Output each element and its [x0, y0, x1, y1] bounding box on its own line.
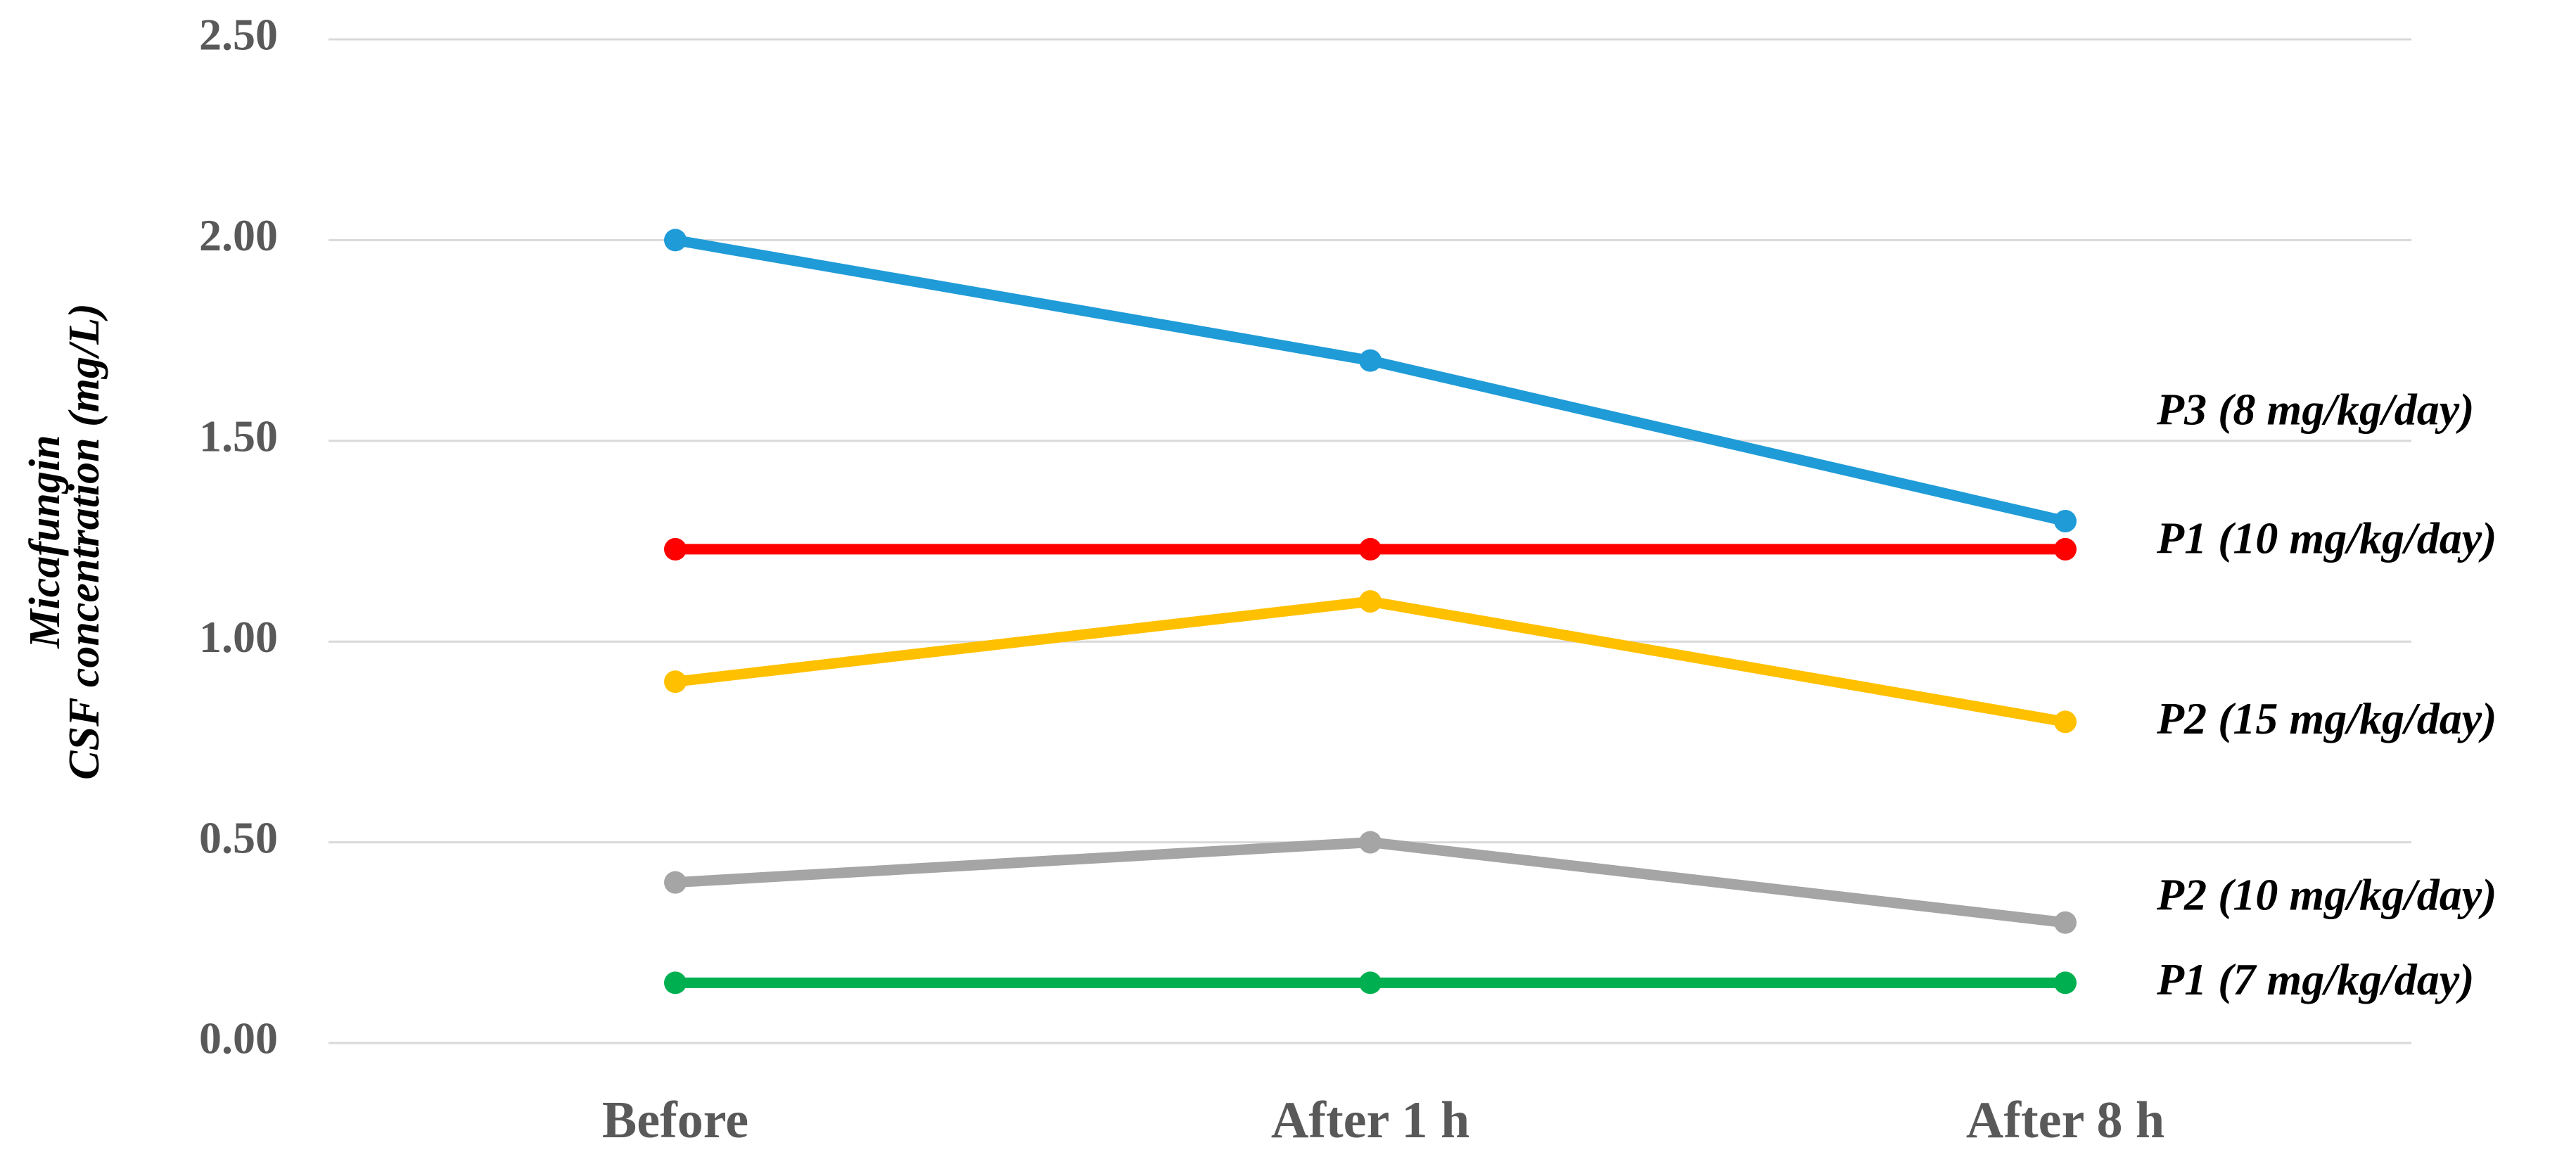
y-tick-label: 1.00 — [199, 612, 278, 662]
data-point — [664, 537, 687, 561]
series-label: P1 (7 mg/kg/day) — [2156, 954, 2474, 1004]
data-point — [2054, 971, 2077, 994]
data-point — [664, 971, 687, 994]
y-tick-label: 2.00 — [199, 210, 278, 260]
data-point — [664, 670, 687, 693]
y-tick-label: 0.50 — [199, 812, 278, 862]
data-point — [1359, 349, 1382, 372]
series-label: P2 (10 mg/kg/day) — [2156, 869, 2497, 919]
data-point — [2054, 911, 2077, 934]
y-axis-title: Micafungin CSF concentration (mg/L) — [21, 303, 108, 780]
x-tick-label: After 8 h — [1966, 1092, 2164, 1149]
data-point — [664, 871, 687, 894]
data-point — [1359, 971, 1382, 994]
x-tick-label: Before — [602, 1092, 748, 1149]
data-point — [1359, 537, 1382, 561]
data-point — [1359, 831, 1382, 854]
data-point — [2054, 537, 2077, 561]
series-line — [674, 235, 2067, 527]
data-point — [1359, 590, 1382, 613]
y-tick-label: 1.50 — [199, 411, 278, 461]
y-axis-title-line: CSF concentration (mg/L) — [60, 303, 108, 780]
series-line — [675, 837, 2066, 928]
y-tick-label: 0.00 — [199, 1013, 278, 1063]
series-label: P2 (15 mg/kg/day) — [2156, 693, 2497, 743]
x-tick-label: After 1 h — [1271, 1092, 1469, 1149]
series-label: P3 (8 mg/kg/day) — [2156, 385, 2474, 435]
y-tick-label: 2.50 — [199, 10, 278, 60]
series-label: P1 (10 mg/kg/day) — [2156, 513, 2497, 563]
data-point — [664, 229, 687, 252]
series-line — [675, 596, 2067, 727]
data-point — [2054, 509, 2077, 532]
data-point — [2054, 710, 2077, 734]
y-axis-title-line: Micafungin — [21, 435, 69, 648]
